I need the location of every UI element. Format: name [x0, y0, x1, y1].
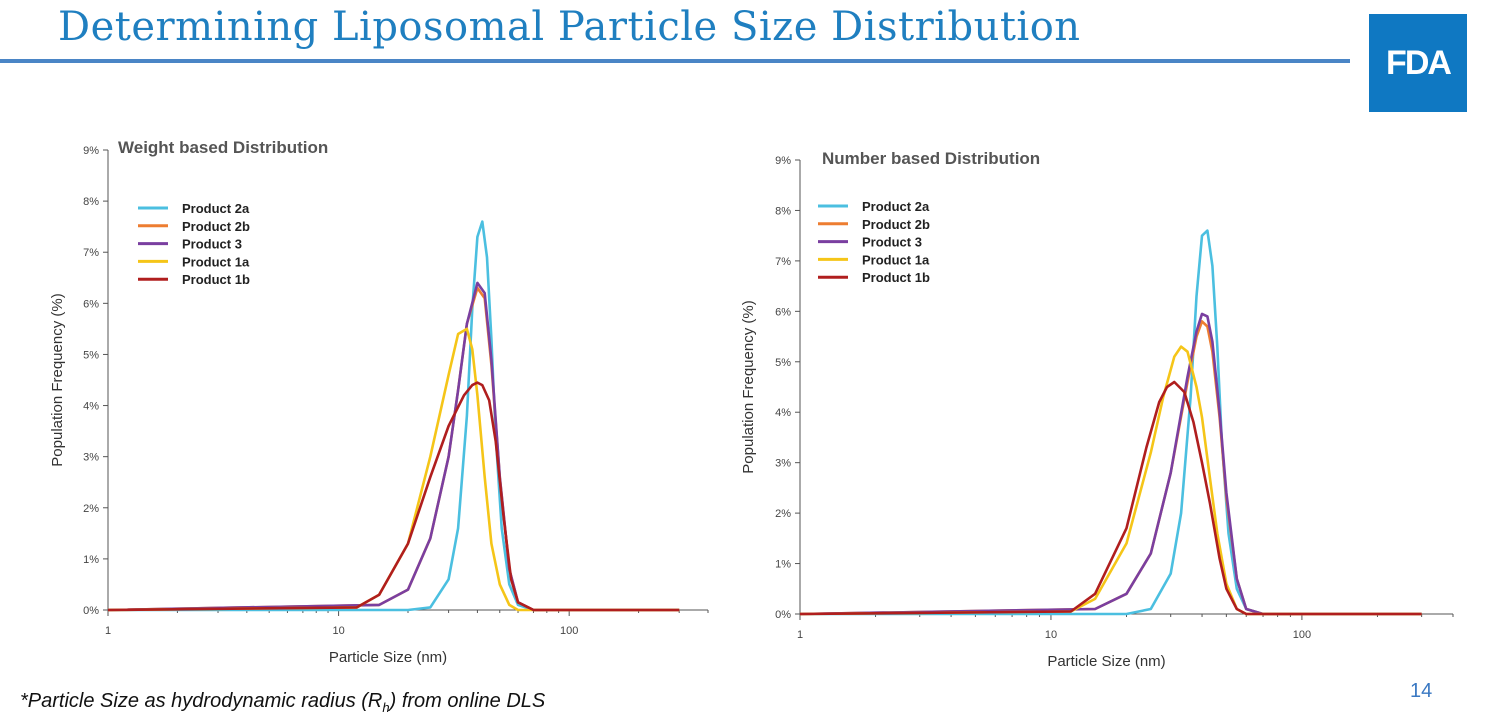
legend-label: Product 1a: [862, 252, 930, 267]
footnote-text-end: ) from online DLS: [389, 690, 546, 712]
y-tick-label: 8%: [775, 205, 791, 217]
title-rule: [0, 59, 1350, 63]
fda-logo: FDA: [1369, 14, 1467, 112]
x-axis-label: Particle Size (nm): [329, 649, 447, 666]
y-tick-label: 7%: [83, 247, 99, 259]
x-tick-label: 10: [1045, 629, 1057, 641]
series-line-product-1a: [799, 345, 1422, 616]
legend-label: Product 1b: [862, 270, 930, 285]
chart-title: Weight based Distribution: [118, 138, 328, 157]
y-tick-label: 0%: [83, 605, 99, 617]
x-axis-label: Particle Size (nm): [1047, 653, 1165, 670]
y-tick-label: 1%: [83, 554, 99, 566]
legend-label: Product 2b: [182, 219, 250, 234]
series-line-product-1b: [799, 380, 1422, 616]
y-tick-label: 4%: [83, 401, 99, 413]
y-tick-label: 2%: [775, 508, 791, 520]
y-axis-label: Population Frequency (%): [740, 300, 757, 473]
legend-label: Product 2b: [862, 217, 930, 232]
y-tick-label: 5%: [775, 357, 791, 369]
y-axis-label: Population Frequency (%): [49, 293, 66, 466]
x-tick-label: 100: [560, 625, 578, 637]
y-tick-label: 3%: [775, 458, 791, 470]
chart-title: Number based Distribution: [822, 149, 1040, 168]
y-tick-label: 4%: [775, 407, 791, 419]
series-line-product-1b: [107, 381, 680, 612]
fda-logo-text: FDA: [1386, 43, 1452, 82]
y-tick-label: 7%: [775, 256, 791, 268]
legend-label: Product 2a: [862, 199, 930, 214]
y-tick-label: 9%: [83, 145, 99, 157]
legend-label: Product 2a: [182, 201, 250, 216]
y-tick-label: 9%: [775, 155, 791, 167]
legend-label: Product 1b: [182, 272, 250, 287]
slide-title: Determining Liposomal Particle Size Dist…: [58, 4, 1081, 50]
y-tick-label: 3%: [83, 452, 99, 464]
x-tick-label: 100: [1293, 629, 1311, 641]
footnote: *Particle Size as hydrodynamic radius (R…: [20, 690, 545, 715]
y-tick-label: 2%: [83, 503, 99, 515]
series-line-product-2a: [800, 229, 1422, 616]
legend-label: Product 3: [182, 237, 242, 252]
y-tick-label: 1%: [775, 559, 791, 571]
legend-label: Product 3: [862, 235, 922, 250]
series-line-product-2a: [108, 220, 680, 612]
x-tick-label: 1: [105, 625, 111, 637]
footnote-subscript: h: [382, 700, 390, 715]
x-tick-label: 10: [332, 625, 344, 637]
legend-label: Product 1a: [182, 254, 250, 269]
y-tick-label: 6%: [83, 298, 99, 310]
page-number: 14: [1410, 680, 1433, 702]
series-line-product-3: [799, 312, 1422, 616]
y-tick-label: 0%: [775, 609, 791, 621]
footnote-text: *Particle Size as hydrodynamic radius (R: [20, 690, 383, 712]
y-tick-label: 6%: [775, 306, 791, 318]
x-tick-label: 1: [797, 629, 803, 641]
y-tick-label: 8%: [83, 196, 99, 208]
y-tick-label: 5%: [83, 349, 99, 361]
